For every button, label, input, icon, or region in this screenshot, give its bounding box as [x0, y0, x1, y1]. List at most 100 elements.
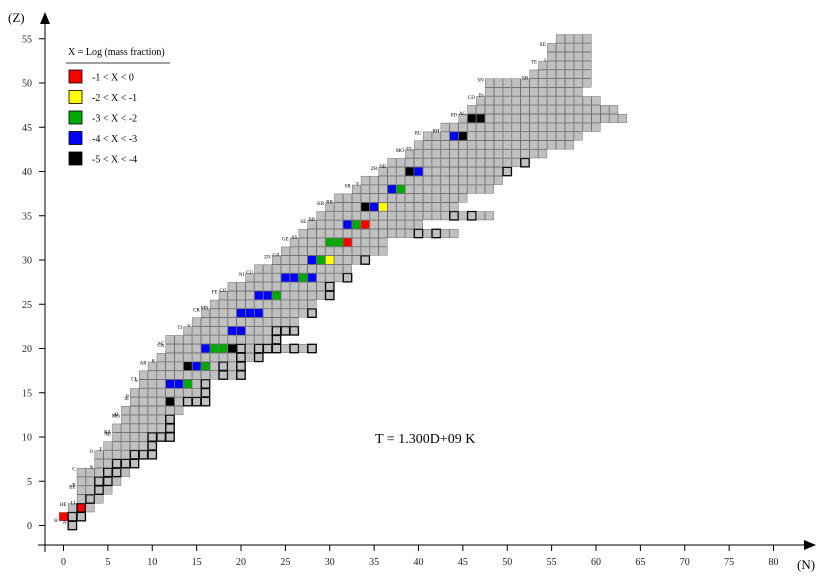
nuclide-cell [511, 122, 521, 132]
nuclide-cell [440, 211, 450, 221]
nuclide-cell [316, 291, 326, 300]
nuclide-cell [112, 423, 122, 433]
nuclide-cell [121, 441, 131, 451]
nuclide-cell [209, 352, 219, 362]
nuclide-cell [280, 291, 290, 300]
element-label: AL [113, 413, 120, 418]
element-label: TC [406, 147, 413, 152]
nuclide-cell [440, 131, 450, 141]
nuclide-cell [360, 202, 370, 212]
nuclide-cell [582, 52, 592, 61]
nuclide-cell [280, 317, 290, 327]
element-label: TI [177, 326, 182, 331]
element-label: AG [459, 112, 467, 117]
nuclide-cell [130, 423, 139, 433]
nuclide-cell [236, 291, 246, 300]
nuclide-cell [360, 211, 370, 221]
nuclide-cell [289, 291, 299, 300]
legend: X = Log (mass fraction) -1 < X < 0 -2 < X… [66, 47, 170, 166]
nuclide-cell [387, 202, 397, 212]
nuclide-cell [440, 229, 450, 238]
nuclide-cell [369, 229, 379, 238]
nuclide-cell [573, 105, 583, 114]
nuclide-cell [156, 423, 166, 433]
x-tick-label: 70 [680, 557, 690, 568]
nuclide-cell [556, 122, 565, 132]
nuclide-cell [547, 43, 557, 53]
nuclide-cell [227, 308, 237, 318]
nuclide-cell [538, 96, 548, 106]
nuclide-cell [324, 290, 335, 301]
nuclide-cell [138, 441, 148, 451]
nuclide-cell [449, 175, 459, 185]
element-label: SB [522, 76, 529, 81]
y-tick-label: 30 [22, 256, 32, 267]
element-label: SE [300, 220, 306, 225]
nuclide-cell [183, 335, 193, 345]
element-label: IN [479, 94, 485, 99]
nuclide-cell [103, 450, 113, 460]
nuclide-cell [254, 308, 264, 318]
nuclide-cell [156, 432, 166, 442]
nuclide-cell [422, 202, 432, 212]
nuclide-cell [263, 326, 273, 336]
nuclide-cell [405, 149, 415, 159]
legend-entry-label: -3 < X < -2 [92, 114, 137, 125]
nuclide-cell [564, 113, 574, 123]
nuclide-cell [529, 96, 539, 106]
nuclide-cell [67, 511, 78, 522]
nuclide-cell [573, 96, 583, 106]
y-tick-label: 20 [22, 344, 32, 355]
nuclide-cell [405, 220, 415, 229]
nuclide-cell [564, 87, 574, 97]
nuclide-cell [94, 476, 104, 487]
nuclide-cell [94, 485, 104, 495]
nuclide-cell [227, 282, 237, 291]
nuclide-cell [138, 423, 148, 433]
element-label: ZN [264, 255, 271, 260]
nuclide-cell [556, 52, 565, 61]
nuclide-cell [325, 237, 335, 247]
nuclide-cell [254, 291, 264, 300]
nuclide-cell [191, 396, 202, 407]
element-label: NA [104, 430, 112, 435]
nuclide-cell [85, 494, 95, 504]
nuclide-cell [316, 264, 326, 274]
element-label: RB [326, 200, 333, 205]
nuclide-cell [449, 193, 459, 203]
nuclide-cell [85, 476, 95, 486]
nuclide-cell [582, 43, 592, 53]
element-label: O [90, 450, 94, 455]
element-label: XE [539, 43, 546, 48]
nuclide-cell [325, 229, 335, 238]
nuclide-cell [316, 246, 326, 256]
nuclide-cell [369, 193, 379, 203]
nuclide-cell [378, 175, 388, 185]
nuclide-cell [396, 158, 406, 168]
nuclide-cell [334, 211, 344, 221]
nuclide-cell [307, 229, 317, 238]
nuclide-cell [405, 175, 415, 185]
nuclide-cell [449, 229, 459, 238]
nuclide-cell [192, 317, 202, 327]
nuclide-cell [271, 334, 282, 345]
nuclide-cell [334, 273, 344, 283]
element-label: AR [140, 362, 148, 367]
nuclide-cell [511, 113, 521, 123]
nuclide-cell [121, 450, 131, 460]
nuclide-cell [387, 184, 397, 194]
nuclide-cell [396, 202, 406, 212]
nuclide-cell [325, 264, 335, 274]
nuclide-cell [236, 343, 246, 354]
nuclide-cell [414, 149, 423, 159]
nuclide-cell [573, 78, 583, 88]
nuclide-cell [493, 87, 503, 97]
nuclide-cell [316, 211, 326, 221]
nuclide-cell [298, 246, 308, 256]
nuclide-cell [174, 379, 184, 389]
nuclide-cell [431, 175, 441, 185]
nuclide-cell [405, 184, 415, 194]
nuclide-cell [458, 158, 468, 168]
nuclide-cell [485, 105, 494, 114]
nuclide-cell [511, 131, 521, 141]
